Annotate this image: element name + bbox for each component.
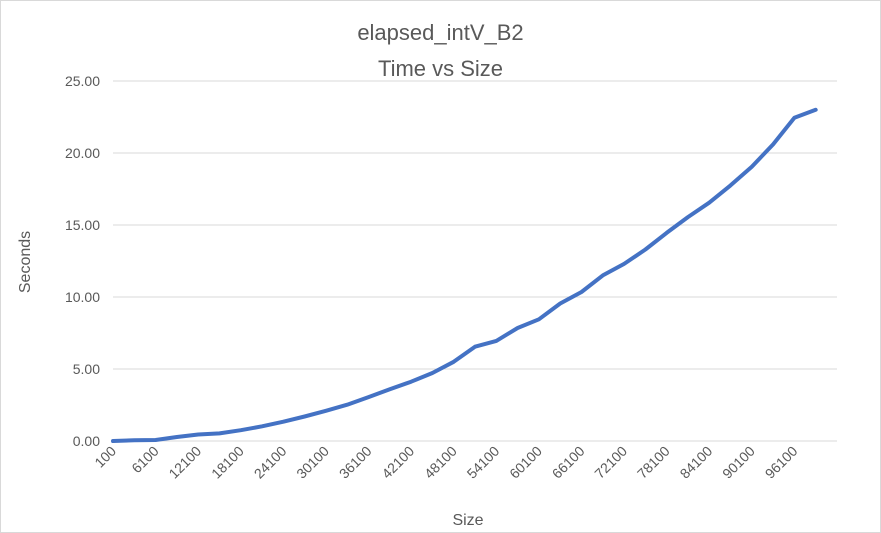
x-tick-labels: 100 6100 12100 18100 24100 30100 36100 42100 481…	[91, 443, 800, 482]
x-axis-title: Size	[452, 512, 483, 529]
x-tick-label: 42100	[378, 443, 417, 482]
y-tick-label: 15.00	[65, 217, 100, 233]
y-tick-label: 0.00	[73, 433, 100, 449]
x-tick-label: 78100	[634, 443, 673, 482]
y-axis-title: Seconds	[17, 231, 34, 293]
x-tick-label: 72100	[591, 443, 630, 482]
gridlines	[113, 80, 837, 442]
series-line	[111, 107, 818, 443]
x-tick-label: 84100	[677, 443, 716, 482]
x-tick-label: 36100	[336, 443, 375, 482]
x-tick-label: 90100	[719, 443, 758, 482]
x-tick-label: 18100	[208, 443, 247, 482]
x-tick-label: 48100	[421, 443, 460, 482]
chart-title: elapsed_intV_B2	[357, 20, 524, 45]
y-tick-label: 25.00	[65, 73, 100, 89]
x-tick-label: 54100	[464, 443, 503, 482]
x-tick-label: 96100	[762, 443, 801, 482]
x-tick-label: 66100	[549, 443, 588, 482]
series-layer	[111, 107, 818, 443]
y-tick-label: 5.00	[73, 361, 100, 377]
x-tick-label: 24100	[251, 443, 290, 482]
x-tick-label: 60100	[506, 443, 545, 482]
chart-subtitle: Time vs Size	[377, 56, 504, 81]
y-tick-labels: 0.00 5.00 10.00 15.00 20.00 25.00	[65, 73, 100, 449]
x-tick-label: 30100	[293, 443, 332, 482]
y-tick-label: 20.00	[65, 145, 100, 161]
x-tick-label: 6100	[128, 443, 161, 476]
y-tick-label: 10.00	[65, 289, 100, 305]
x-tick-label: 12100	[165, 443, 204, 482]
